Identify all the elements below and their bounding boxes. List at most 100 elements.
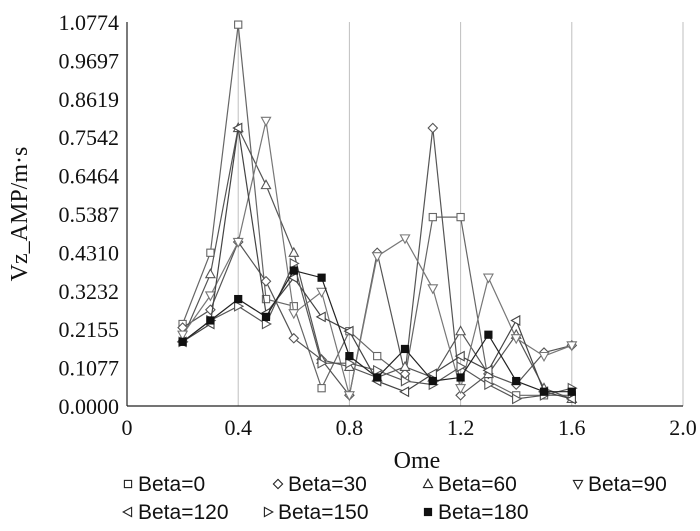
data-point xyxy=(510,314,521,326)
legend-marker xyxy=(423,507,433,517)
data-point xyxy=(512,376,521,386)
data-point xyxy=(454,350,465,362)
data-point xyxy=(428,376,437,386)
data-point xyxy=(345,357,356,369)
data-point xyxy=(343,391,355,402)
x-tick-label: 1.6 xyxy=(558,415,586,440)
y-tick-label: 0.4310 xyxy=(59,240,120,265)
data-point xyxy=(234,20,243,29)
legend-marker xyxy=(123,479,133,489)
data-point xyxy=(316,287,328,298)
series-line xyxy=(182,24,572,396)
series-beta-180 xyxy=(178,266,576,396)
data-point xyxy=(539,387,549,396)
legend-label: Beta=30 xyxy=(288,473,367,496)
legend-label: Beta=0 xyxy=(138,473,205,496)
series-beta-120 xyxy=(176,122,576,405)
legend-label: Beta=150 xyxy=(278,501,369,524)
data-point xyxy=(261,318,272,330)
data-point xyxy=(289,302,298,311)
data-point xyxy=(456,373,465,382)
data-point xyxy=(373,373,382,382)
data-point xyxy=(260,275,272,287)
legend-label: Beta=60 xyxy=(438,473,517,496)
y-tick-label: 0.8619 xyxy=(59,87,120,112)
legend-item: Beta=60 xyxy=(422,473,517,496)
legend-item: Beta=150 xyxy=(263,501,369,524)
data-point xyxy=(232,122,243,134)
data-point xyxy=(345,352,354,361)
data-point xyxy=(260,179,272,190)
y-tick-label: 0.3232 xyxy=(59,279,120,304)
legend: Beta=0 Beta=30 Beta=60 Beta=90 Beta=120 Beta=… xyxy=(122,473,667,524)
y-tick-label: 0.2155 xyxy=(59,317,120,342)
data-point xyxy=(343,325,354,337)
data-point xyxy=(399,360,411,371)
data-point xyxy=(289,266,298,275)
data-point xyxy=(455,384,467,395)
data-point xyxy=(288,246,300,257)
data-point xyxy=(538,351,550,363)
legend-item: Beta=0 xyxy=(123,473,205,496)
data-point xyxy=(177,330,189,341)
data-point xyxy=(512,393,523,405)
data-point xyxy=(373,351,382,361)
data-point xyxy=(261,312,271,321)
legend-marker xyxy=(263,506,274,518)
legend-label: Beta=180 xyxy=(438,501,529,524)
data-point xyxy=(399,234,411,245)
legend-label: Beta=90 xyxy=(588,473,667,496)
data-point xyxy=(399,386,410,398)
data-point xyxy=(234,294,243,304)
data-point xyxy=(205,304,216,316)
data-point xyxy=(371,252,383,263)
data-point xyxy=(426,368,437,380)
y-tick-label: 0.7542 xyxy=(59,125,120,150)
data-point xyxy=(456,212,465,222)
data-point xyxy=(315,311,326,323)
data-point xyxy=(428,212,437,222)
data-point xyxy=(317,384,326,393)
x-axis-title: Ome xyxy=(394,448,441,474)
y-tick-label: 0.5387 xyxy=(59,202,120,227)
data-point xyxy=(484,330,493,339)
data-point xyxy=(204,268,216,279)
x-tick-label: 2.0 xyxy=(669,415,697,440)
data-point xyxy=(455,389,466,401)
legend-marker xyxy=(272,478,284,490)
series-layer xyxy=(176,20,578,405)
y-axis-title: Vz_AMP/m·s xyxy=(7,147,33,282)
data-point xyxy=(289,257,300,269)
x-tick-label: 0 xyxy=(122,415,133,440)
data-point xyxy=(482,364,493,376)
data-point xyxy=(288,332,300,344)
y-tick-label: 0.0000 xyxy=(59,394,120,419)
data-point xyxy=(206,316,215,325)
x-tick-label: 0.8 xyxy=(336,415,364,440)
series-beta-0 xyxy=(178,20,576,400)
data-point xyxy=(455,325,467,336)
legend-marker xyxy=(422,478,434,489)
data-point xyxy=(288,309,300,320)
data-point xyxy=(234,300,245,312)
y-tick-label: 0.1077 xyxy=(59,356,120,381)
data-point xyxy=(317,357,328,369)
series-beta-150 xyxy=(178,257,578,405)
data-point xyxy=(567,387,576,396)
y-tick-label: 0.6464 xyxy=(59,164,120,189)
series-beta-90 xyxy=(177,116,578,402)
data-point xyxy=(261,294,271,304)
data-point xyxy=(204,291,216,302)
data-point xyxy=(484,379,495,391)
legend-item: Beta=180 xyxy=(423,501,529,524)
legend-item: Beta=30 xyxy=(272,473,367,496)
data-point xyxy=(400,375,411,387)
axis-layer: 0 0.4 0.8 1.2 1.6 2.0 0.0000 0.1077 0.2155 0.3232… xyxy=(59,10,697,440)
data-point xyxy=(565,393,576,405)
data-point xyxy=(566,341,578,352)
data-point xyxy=(456,361,467,373)
y-tick-label: 1.0774 xyxy=(59,10,120,35)
data-point xyxy=(427,284,439,295)
data-point xyxy=(427,122,439,134)
